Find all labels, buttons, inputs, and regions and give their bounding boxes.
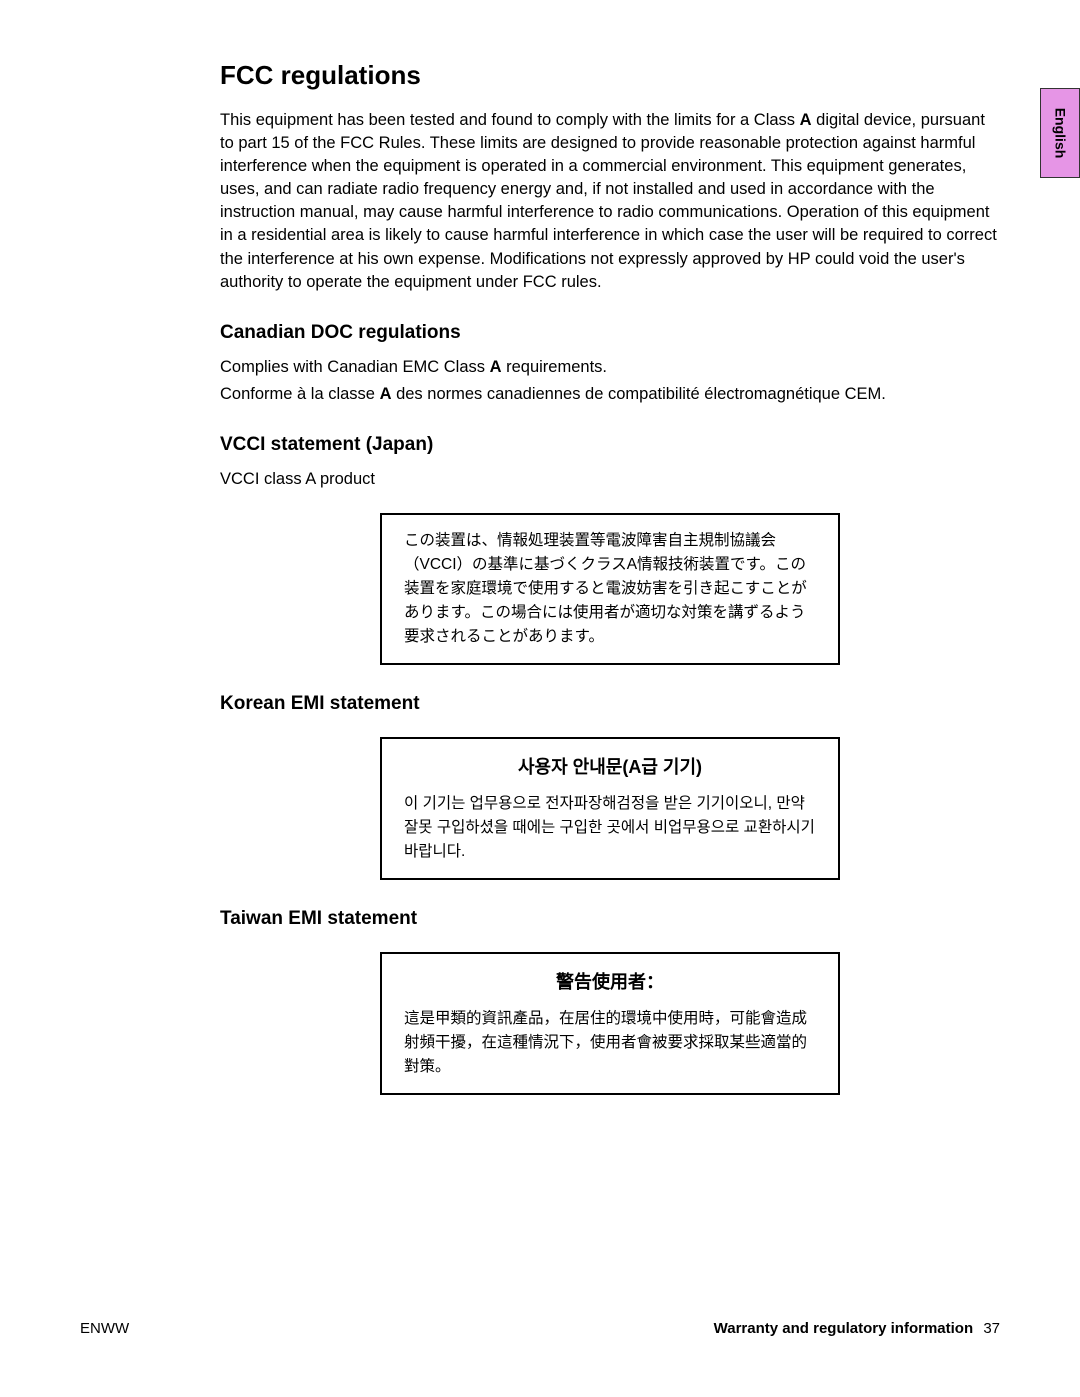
korean-heading: Korean EMI statement <box>220 693 1000 715</box>
fcc-text-post: digital device, pursuant to part 15 of t… <box>220 111 997 291</box>
canadian-line-1: Complies with Canadian EMC Class A requi… <box>220 356 1000 379</box>
canadian-line1-post: requirements. <box>502 358 607 376</box>
korean-box-title: 사용자 안내문(A급 기기) <box>404 753 816 782</box>
language-tab-label: English <box>1052 108 1068 159</box>
korean-box-body: 이 기기는 업무용으로 전자파장해검정을 받은 기기이오니, 만약 잘못 구입하… <box>404 792 816 864</box>
canadian-heading: Canadian DOC regulations <box>220 322 1000 344</box>
taiwan-statement-box: 警告使用者： 這是甲類的資訊產品，在居住的環境中使用時，可能會造成射頻干擾，在這… <box>380 952 840 1095</box>
canadian-line1-bold: A <box>490 358 502 376</box>
vcci-box-text: この装置は、情報処理装置等電波障害自主規制協議会（VCCI）の基準に基づくクラス… <box>404 529 816 649</box>
vcci-subtext: VCCI class A product <box>220 468 1000 491</box>
footer-section-label: Warranty and regulatory information <box>714 1320 973 1337</box>
page-footer: ENWW Warranty and regulatory information… <box>80 1320 1000 1337</box>
vcci-statement-box: この装置は、情報処理装置等電波障害自主規制協議会（VCCI）の基準に基づくクラス… <box>380 513 840 665</box>
footer-page-number: 37 <box>983 1320 1000 1337</box>
footer-left: ENWW <box>80 1320 129 1337</box>
taiwan-box-body: 這是甲類的資訊產品，在居住的環境中使用時，可能會造成射頻干擾，在這種情況下，使用… <box>404 1007 816 1079</box>
fcc-paragraph: This equipment has been tested and found… <box>220 109 1000 294</box>
canadian-line2-post: des normes canadiennes de compatibilité … <box>392 385 886 403</box>
document-page: English FCC regulations This equipment h… <box>0 0 1080 1397</box>
taiwan-heading: Taiwan EMI statement <box>220 908 1000 930</box>
vcci-heading: VCCI statement (Japan) <box>220 434 1000 456</box>
canadian-line2-pre: Conforme à la classe <box>220 385 380 403</box>
fcc-class-letter: A <box>800 111 812 129</box>
canadian-line1-pre: Complies with Canadian EMC Class <box>220 358 490 376</box>
taiwan-box-title: 警告使用者： <box>404 968 816 997</box>
fcc-text-pre: This equipment has been tested and found… <box>220 111 800 129</box>
korean-statement-box: 사용자 안내문(A급 기기) 이 기기는 업무용으로 전자파장해검정을 받은 기… <box>380 737 840 880</box>
canadian-line-2: Conforme à la classe A des normes canadi… <box>220 383 1000 406</box>
page-title: FCC regulations <box>220 60 1000 91</box>
canadian-line2-bold: A <box>380 385 392 403</box>
footer-right: Warranty and regulatory information 37 <box>714 1320 1000 1337</box>
language-tab: English <box>1040 88 1080 178</box>
